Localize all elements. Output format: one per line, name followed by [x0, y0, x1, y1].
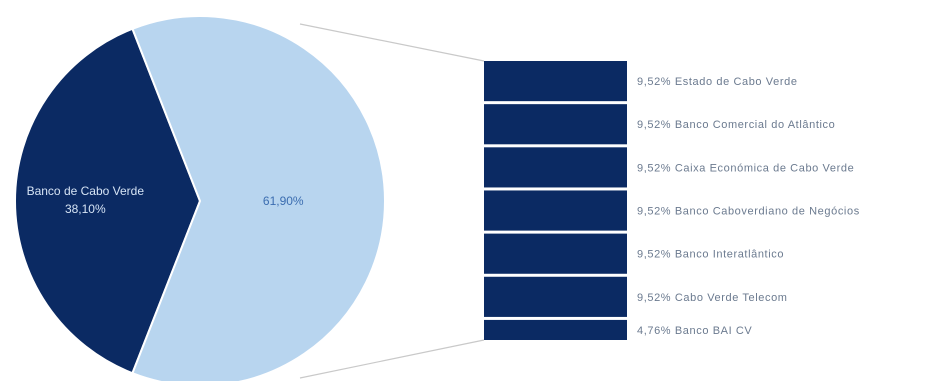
bar-segment-label: 9,52% Banco Caboverdiano de Negócios	[637, 206, 860, 218]
connector-lines	[299, 23, 485, 379]
bar-segment	[484, 276, 627, 317]
bar-segment-label: 4,76% Banco BAI CV	[637, 325, 752, 337]
pie-labels: Banco de Cabo Verde 38,10% 61,90%	[27, 184, 304, 216]
bar-segment-label: 9,52% Banco Comercial do Atlântico	[637, 119, 835, 131]
bar-segment-label: 9,52% Caixa Económica de Cabo Verde	[637, 162, 854, 174]
bar-segment-label: 9,52% Cabo Verde Telecom	[637, 292, 788, 304]
pie-slice-value-label: 61,90%	[263, 194, 304, 208]
bar-segment	[484, 233, 627, 274]
pie-slice-banco-de-cabo-verde	[14, 27, 202, 375]
bar-segment	[484, 319, 627, 340]
connector-line-bottom	[299, 339, 485, 379]
bar-segment	[484, 61, 627, 102]
pie-slice-label: Banco de Cabo Verde	[27, 184, 145, 198]
connector-line-top	[299, 23, 485, 62]
pie	[14, 15, 386, 381]
stacked-bar	[484, 61, 627, 340]
bar-labels: 9,52% Estado de Cabo Verde 9,52% Banco Co…	[637, 76, 860, 337]
bar-segment	[484, 147, 627, 188]
bar-segment-label: 9,52% Estado de Cabo Verde	[637, 76, 798, 88]
pie-slice-value-label: 38,10%	[65, 202, 106, 216]
bar-segment	[484, 190, 627, 231]
pie-slice-other	[131, 15, 386, 381]
bar-segment-label: 9,52% Banco Interatlântico	[637, 249, 784, 261]
bar-segment	[484, 104, 627, 145]
